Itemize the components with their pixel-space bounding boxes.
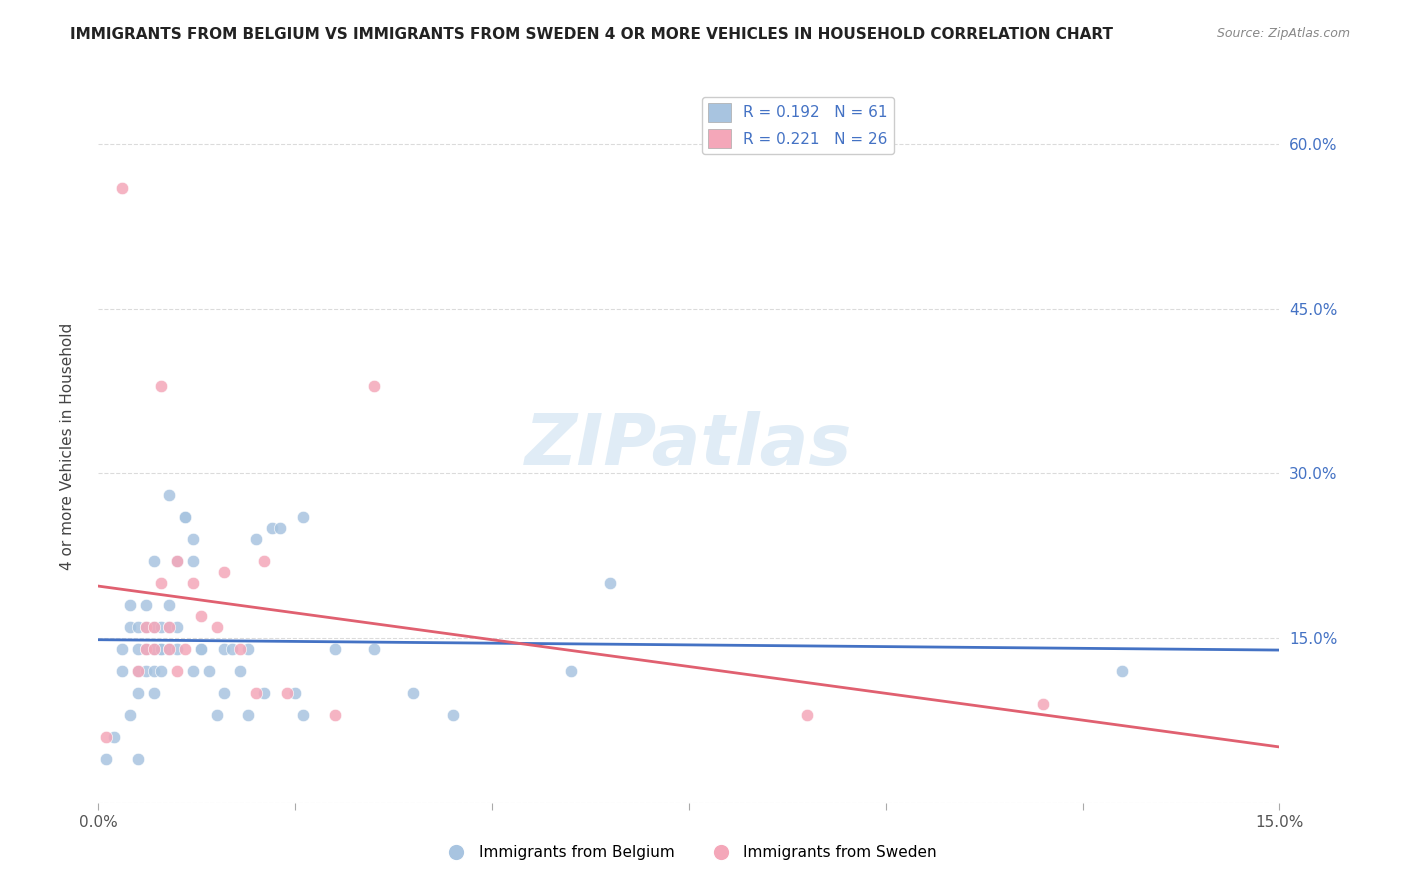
Point <box>363 642 385 657</box>
Point <box>103 730 125 744</box>
Point <box>214 566 236 580</box>
Point <box>221 642 243 657</box>
Point <box>150 642 173 657</box>
Point <box>236 708 259 723</box>
Point <box>157 642 180 657</box>
Point <box>245 533 267 547</box>
Point <box>276 686 298 700</box>
Point <box>166 554 188 568</box>
Point <box>292 510 315 524</box>
Point <box>111 664 134 678</box>
Point <box>441 708 464 723</box>
Point <box>157 598 180 612</box>
Point <box>96 730 118 744</box>
Point <box>190 642 212 657</box>
Y-axis label: 4 or more Vehicles in Household: 4 or more Vehicles in Household <box>60 322 75 570</box>
Point <box>181 554 204 568</box>
Point <box>157 620 180 634</box>
Point <box>214 686 236 700</box>
Point <box>253 686 276 700</box>
Point <box>166 620 188 634</box>
Point <box>260 521 283 535</box>
Point <box>150 664 173 678</box>
Point <box>127 664 149 678</box>
Point <box>150 576 173 591</box>
Point <box>127 752 149 766</box>
Point <box>229 664 252 678</box>
Point <box>560 664 582 678</box>
Point <box>174 642 197 657</box>
Point <box>181 533 204 547</box>
Point <box>245 686 267 700</box>
Point <box>142 642 165 657</box>
Point <box>166 554 188 568</box>
Point <box>127 664 149 678</box>
Point <box>205 620 228 634</box>
Point <box>127 620 149 634</box>
Point <box>190 609 212 624</box>
Point <box>135 620 157 634</box>
Point <box>157 620 180 634</box>
Text: ZIPatlas: ZIPatlas <box>526 411 852 481</box>
Point <box>150 378 173 392</box>
Point <box>269 521 291 535</box>
Point <box>96 752 118 766</box>
Point <box>181 664 204 678</box>
Point <box>236 642 259 657</box>
Point <box>150 620 173 634</box>
Point <box>142 642 165 657</box>
Point <box>118 598 141 612</box>
Point <box>214 642 236 657</box>
Point <box>135 642 157 657</box>
Point <box>142 554 165 568</box>
Point <box>118 708 141 723</box>
Point <box>205 708 228 723</box>
Text: Source: ZipAtlas.com: Source: ZipAtlas.com <box>1216 27 1350 40</box>
Point <box>166 642 188 657</box>
Point <box>190 642 212 657</box>
Point <box>796 708 818 723</box>
Point <box>292 708 315 723</box>
Point <box>1032 697 1054 711</box>
Point <box>402 686 425 700</box>
Point <box>229 642 252 657</box>
Point <box>197 664 219 678</box>
Point <box>111 181 134 195</box>
Point <box>181 576 204 591</box>
Point <box>323 708 346 723</box>
Point <box>142 620 165 634</box>
Point <box>135 664 157 678</box>
Point <box>135 642 157 657</box>
Text: IMMIGRANTS FROM BELGIUM VS IMMIGRANTS FROM SWEDEN 4 OR MORE VEHICLES IN HOUSEHOL: IMMIGRANTS FROM BELGIUM VS IMMIGRANTS FR… <box>70 27 1114 42</box>
Point <box>142 686 165 700</box>
Point <box>174 510 197 524</box>
Point <box>111 642 134 657</box>
Point <box>1111 664 1133 678</box>
Point <box>166 664 188 678</box>
Point <box>599 576 621 591</box>
Point <box>118 620 141 634</box>
Point <box>150 642 173 657</box>
Point <box>135 598 157 612</box>
Point <box>363 378 385 392</box>
Point <box>157 488 180 502</box>
Legend: R = 0.192   N = 61, R = 0.221   N = 26: R = 0.192 N = 61, R = 0.221 N = 26 <box>702 97 894 154</box>
Point <box>323 642 346 657</box>
Point <box>174 510 197 524</box>
Point <box>135 620 157 634</box>
Point <box>142 664 165 678</box>
Point <box>157 642 180 657</box>
Point <box>142 620 165 634</box>
Point <box>253 554 276 568</box>
Point <box>127 642 149 657</box>
Point <box>127 686 149 700</box>
Point <box>284 686 307 700</box>
